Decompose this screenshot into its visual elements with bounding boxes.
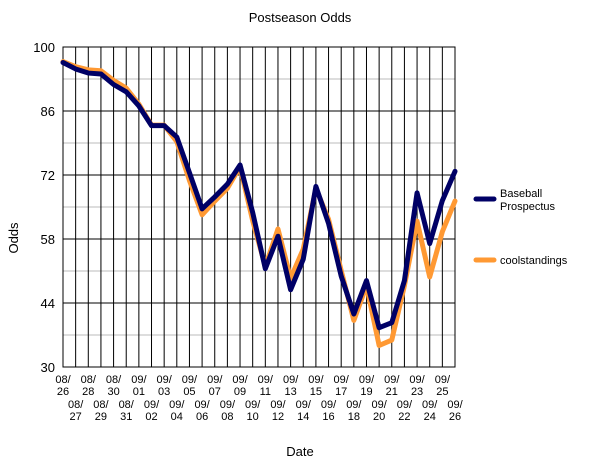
x-tick-label: 09/18 bbox=[346, 399, 362, 423]
x-tick-label: 09/22 bbox=[397, 399, 413, 423]
x-tick-label: 09/03 bbox=[157, 374, 173, 398]
x-tick-label: 09/14 bbox=[296, 399, 312, 423]
y-tick-label: 86 bbox=[41, 104, 55, 119]
y-axis-ticks: 30 44 58 72 86 100 bbox=[33, 40, 55, 375]
legend-label-2: coolstandings bbox=[500, 255, 568, 267]
x-tick-label: 08/30 bbox=[106, 374, 122, 398]
y-axis-title: Odds bbox=[6, 222, 21, 254]
x-tick-label: 09/24 bbox=[422, 399, 438, 423]
x-tick-label: 08/26 bbox=[55, 374, 71, 398]
legend: Baseball Prospectus coolstandings bbox=[473, 188, 568, 267]
x-tick-label: 09/12 bbox=[270, 399, 286, 423]
x-tick-label: 09/07 bbox=[207, 374, 223, 398]
x-tick-label: 09/02 bbox=[144, 399, 160, 423]
series-layer bbox=[60, 59, 458, 349]
x-tick-label: 08/31 bbox=[119, 399, 135, 423]
x-tick-label: 09/21 bbox=[384, 374, 400, 398]
x-tick-label: 09/01 bbox=[131, 374, 147, 398]
x-tick-label: 08/27 bbox=[68, 399, 84, 423]
x-tick-label: 09/20 bbox=[371, 399, 387, 423]
y-tick-label: 44 bbox=[41, 296, 55, 311]
x-tick-label: 08/29 bbox=[93, 399, 109, 423]
x-tick-label: 09/11 bbox=[258, 374, 274, 398]
x-tick-label: 08/28 bbox=[81, 374, 97, 398]
x-axis-title: Date bbox=[286, 444, 313, 459]
x-tick-label: 09/09 bbox=[232, 374, 248, 398]
x-tick-label: 09/25 bbox=[435, 374, 451, 398]
x-tick-label: 09/04 bbox=[169, 399, 185, 423]
x-axis-ticks: 08/2608/2708/2808/2908/3008/3109/0109/02… bbox=[55, 374, 463, 423]
x-tick-label: 09/16 bbox=[321, 399, 337, 423]
x-tick-label: 09/19 bbox=[359, 374, 375, 398]
x-tick-label: 09/17 bbox=[334, 374, 350, 398]
series-line-1 bbox=[60, 60, 458, 331]
x-tick-label: 09/06 bbox=[194, 399, 210, 423]
chart-title: Postseason Odds bbox=[249, 10, 352, 25]
y-tick-label: 100 bbox=[33, 40, 55, 55]
y-tick-label: 72 bbox=[41, 168, 55, 183]
x-tick-label: 09/15 bbox=[308, 374, 324, 398]
legend-label-1: Baseball Prospectus bbox=[500, 188, 556, 213]
x-tick-label: 09/26 bbox=[447, 399, 463, 423]
y-tick-label: 58 bbox=[41, 232, 55, 247]
y-tick-label: 30 bbox=[41, 360, 55, 375]
x-tick-label: 09/08 bbox=[220, 399, 236, 423]
x-tick-label: 09/23 bbox=[409, 374, 425, 398]
x-tick-label: 09/10 bbox=[245, 399, 261, 423]
x-tick-label: 09/13 bbox=[283, 374, 299, 398]
x-tick-label: 09/05 bbox=[182, 374, 198, 398]
